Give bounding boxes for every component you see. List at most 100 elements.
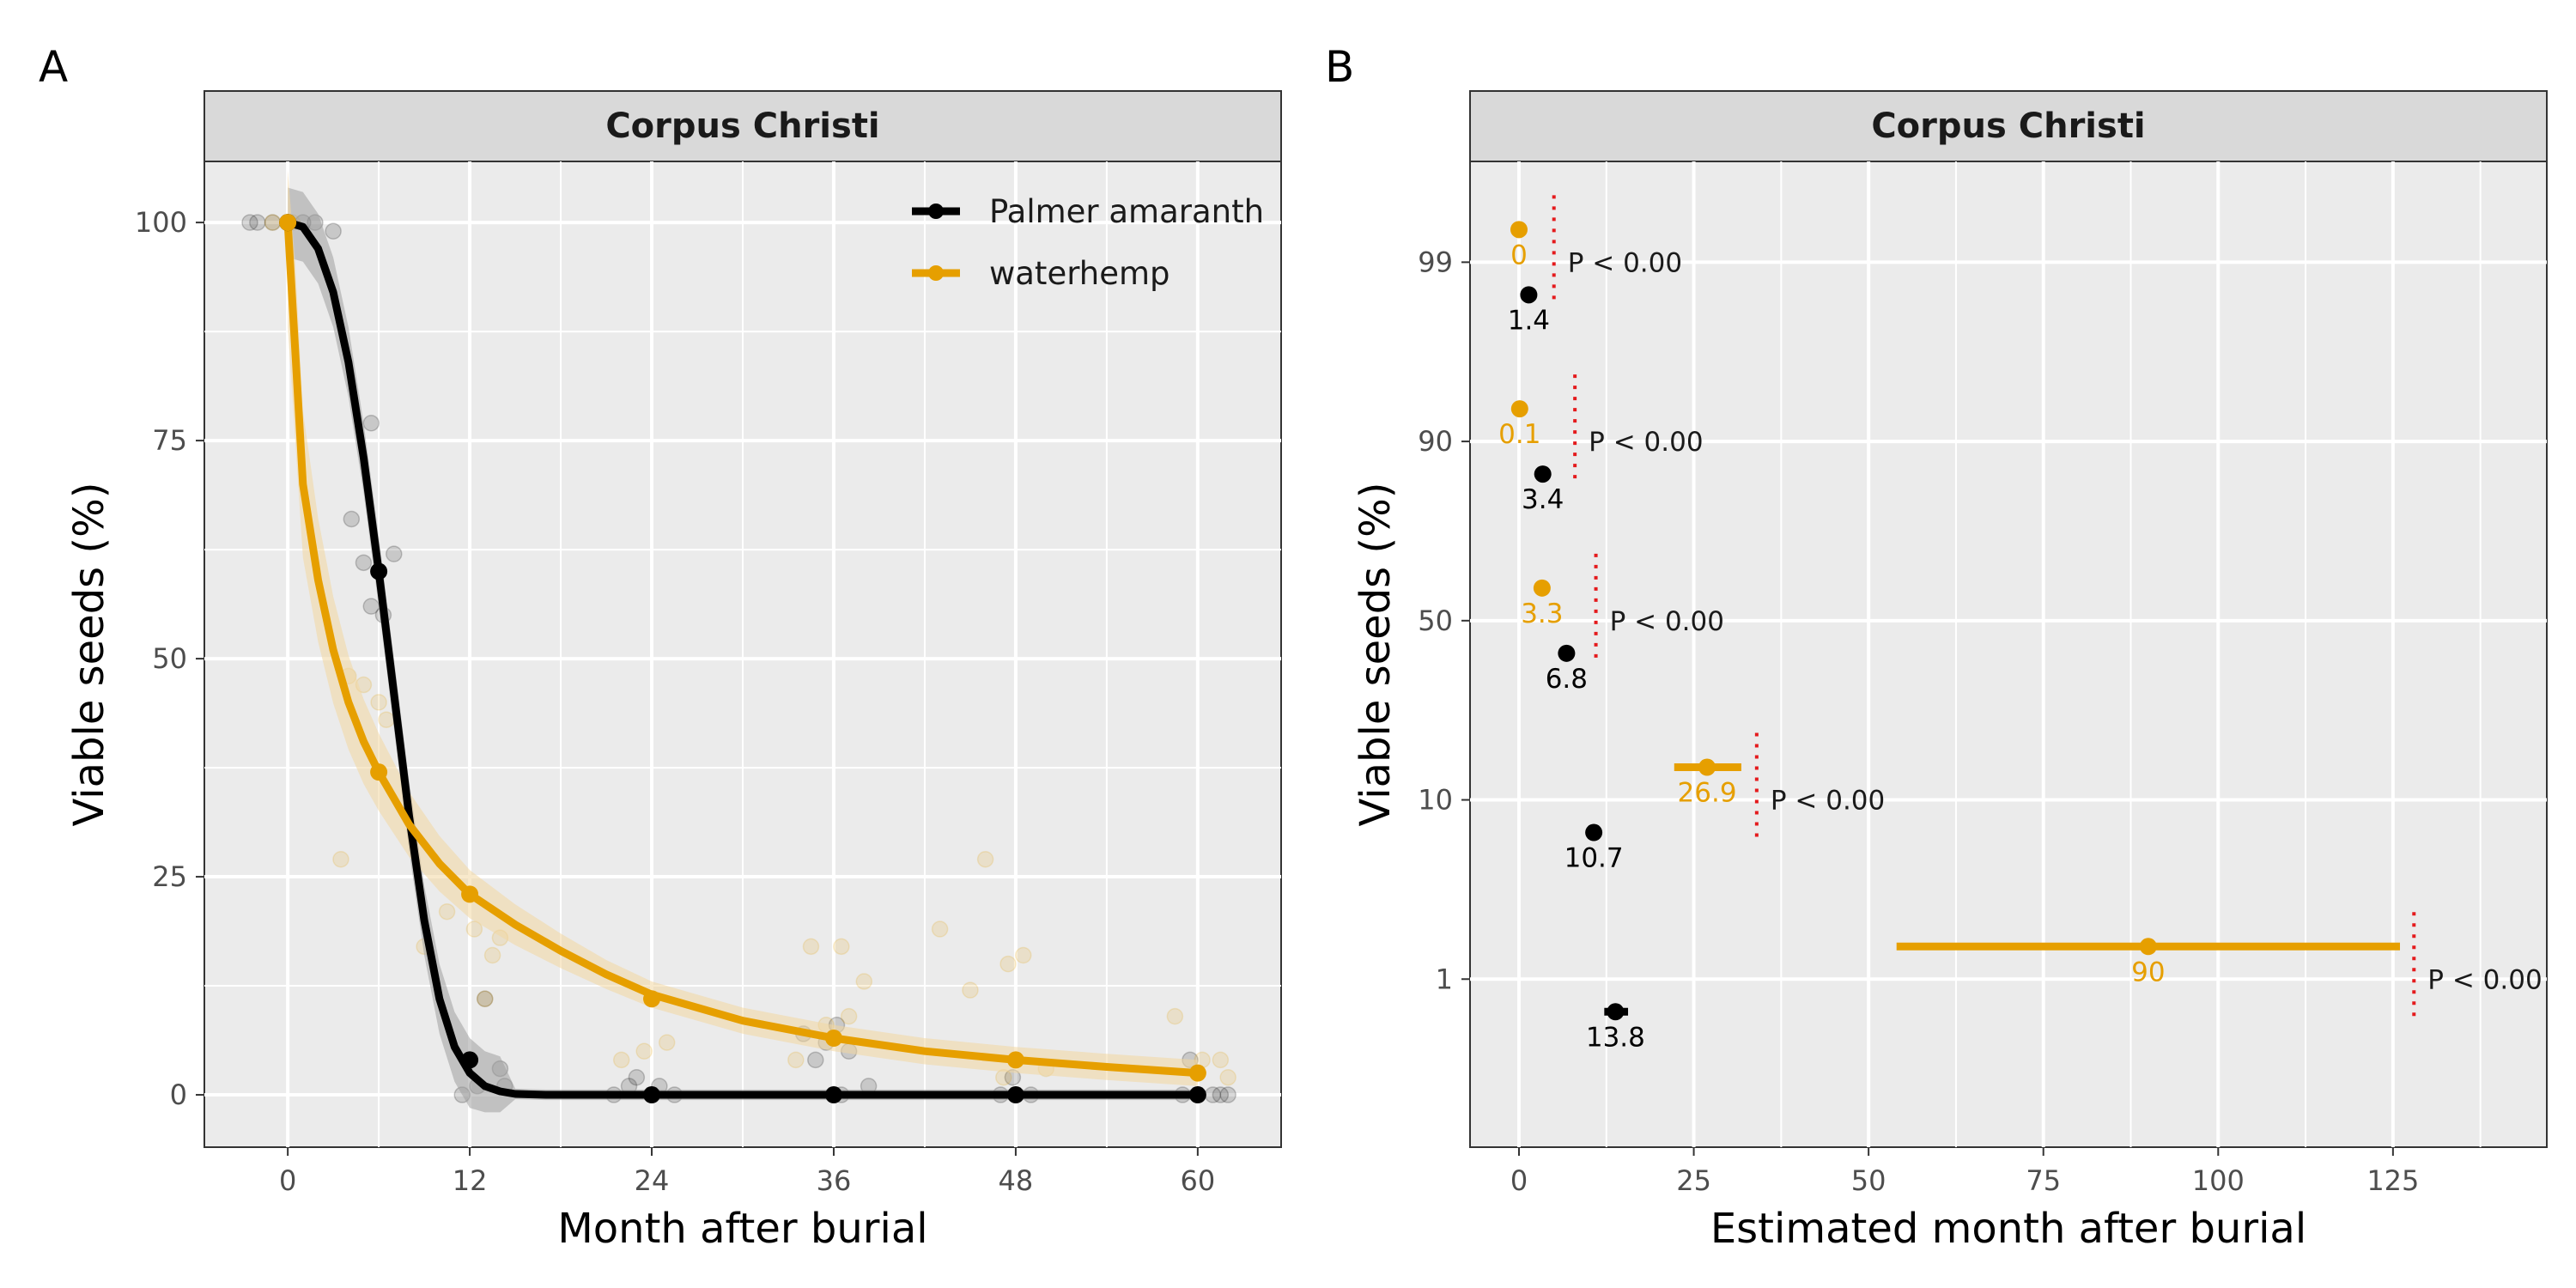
mean-point-waterhemp-3 (643, 990, 661, 1008)
mean-points-a (279, 214, 1206, 1104)
estimate-label-waterhemp-4: 90 (2131, 957, 2165, 987)
estimate-label-waterhemp-0: 0 (1510, 240, 1528, 270)
observation-waterhemp-29 (1166, 1007, 1184, 1025)
observation-waterhemp-16 (787, 1051, 805, 1069)
observation-waterhemp-24 (976, 850, 994, 868)
y-tick-label-b-4: 99 (1418, 246, 1453, 278)
p-value-label-3: P < 0.00 (1771, 786, 1885, 817)
observation-palmer-14 (476, 990, 494, 1008)
observation-waterhemp-14 (635, 1042, 653, 1060)
observation-waterhemp-22 (931, 920, 949, 938)
y-tick-label-b-1: 10 (1418, 784, 1453, 817)
mean-point-palmer-4 (824, 1086, 842, 1104)
p-value-label-0: P < 0.00 (1568, 247, 1682, 278)
observation-waterhemp-8 (438, 902, 456, 920)
observation-palmer-36 (1219, 1086, 1236, 1103)
observation-waterhemp-31 (1212, 1051, 1230, 1069)
x-tick-label-b-4: 100 (2192, 1164, 2245, 1197)
observation-palmer-1 (249, 214, 266, 231)
y-ticks-b: 1 10 50 90 99 (1418, 246, 1470, 995)
x-tick-label-b-1: 25 (1676, 1164, 1711, 1197)
y-ticks-a: 0 25 50 75 100 (135, 206, 204, 1111)
observation-waterhemp-9 (465, 920, 483, 938)
strip-b (1469, 90, 2548, 162)
mean-point-palmer-3 (643, 1086, 661, 1104)
observation-waterhemp-21 (855, 973, 873, 990)
observation-waterhemp-27 (1014, 946, 1032, 964)
estimate-label-palmer-3: 10.7 (1564, 843, 1624, 874)
mean-point-palmer-1 (370, 562, 388, 580)
y-tick-label-a-1: 25 (152, 860, 187, 893)
p-value-label-4: P < 0.00 (2427, 964, 2542, 995)
estimate-label-palmer-2: 6.8 (1546, 664, 1588, 695)
legend: Palmer amaranth waterhemp (912, 193, 1264, 292)
x-tick-label-b-3: 75 (2026, 1164, 2061, 1197)
strip-title-b: Corpus Christi (1871, 106, 2145, 146)
p-value-label-1: P < 0.00 (1589, 427, 1703, 458)
observation-waterhemp-15 (658, 1034, 676, 1051)
panel-tag-b: B (1325, 42, 1354, 92)
legend-dot-waterhemp (928, 265, 944, 281)
mean-point-waterhemp-1 (370, 763, 388, 781)
legend-dot-palmer (928, 204, 944, 219)
x-tick-label-a-4: 48 (999, 1164, 1034, 1197)
observation-waterhemp-25 (999, 955, 1017, 973)
y-tick-label-a-4: 100 (135, 206, 187, 239)
plot-area-b (1469, 161, 2548, 1148)
y-axis-title-b: Viable seeds (%) (1352, 483, 1400, 827)
panel-a: A Corpus Christi Palmer amaranth waterhe… (39, 42, 1282, 1253)
observation-waterhemp-17 (802, 938, 820, 956)
mean-point-palmer-5 (1006, 1086, 1024, 1104)
fitted-curve-palmer (283, 218, 1202, 1099)
observation-waterhemp-6 (378, 711, 395, 728)
mean-point-waterhemp-0 (279, 214, 297, 232)
mean-point-waterhemp-6 (1188, 1064, 1206, 1082)
observation-palmer-19 (628, 1068, 646, 1086)
observation-waterhemp-11 (483, 946, 501, 964)
x-tick-label-a-2: 24 (635, 1164, 670, 1197)
mean-point-waterhemp-2 (461, 885, 479, 903)
observation-waterhemp-10 (476, 990, 494, 1008)
observation-waterhemp-5 (370, 694, 387, 711)
observation-waterhemp-32 (1219, 1068, 1236, 1086)
strip-title-a: Corpus Christi (605, 106, 879, 146)
observation-palmer-23 (807, 1051, 824, 1069)
panel-b: B Corpus Christi 1.4 3.4 6.8 10.7 13.8 0 0.1 3.… (1325, 42, 2548, 1253)
mean-point-waterhemp-5 (1006, 1051, 1024, 1069)
x-tick-label-a-0: 0 (279, 1164, 296, 1197)
y-tick-label-a-3: 75 (152, 424, 187, 457)
panel-tag-a: A (39, 42, 68, 92)
estimate-point-palmer-3 (1585, 823, 1603, 841)
observation-palmer-6 (343, 510, 361, 528)
observation-waterhemp-2 (332, 850, 349, 868)
strip-a (204, 90, 1282, 162)
x-axis-title-a: Month after burial (557, 1205, 927, 1253)
observation-waterhemp-13 (612, 1051, 630, 1069)
observation-palmer-9 (362, 415, 380, 432)
estimate-point-waterhemp-3 (1698, 758, 1716, 776)
observation-waterhemp-23 (962, 981, 979, 999)
y-tick-label-b-3: 90 (1418, 425, 1453, 458)
estimate-label-palmer-1: 3.4 (1522, 484, 1564, 515)
legend-label-waterhemp: waterhemp (989, 255, 1170, 292)
x-tick-label-a-5: 60 (1180, 1164, 1215, 1197)
p-values-b: P < 0.00 P < 0.00 P < 0.00 P < 0.00 P < 0.00 (1552, 195, 2543, 1018)
estimate-point-palmer-0 (1520, 286, 1538, 304)
estimate-point-palmer-4 (1607, 1003, 1625, 1021)
estimates-b: 1.4 3.4 6.8 10.7 13.8 0 0.1 3.3 26.9 90 (1498, 221, 2400, 1053)
observation-waterhemp-0 (264, 214, 282, 231)
x-tick-label-b-2: 50 (1851, 1164, 1886, 1197)
estimate-point-waterhemp-1 (1510, 400, 1528, 418)
observation-waterhemp-19 (833, 938, 850, 956)
observation-palmer-0 (241, 214, 258, 231)
observation-palmer-35 (1212, 1086, 1230, 1103)
observation-palmer-7 (355, 554, 373, 572)
x-tick-label-a-1: 12 (453, 1164, 488, 1197)
mean-point-waterhemp-4 (824, 1030, 842, 1048)
x-tick-label-b-0: 0 (1510, 1164, 1528, 1197)
p-value-label-2: P < 0.00 (1610, 606, 1724, 637)
estimate-point-palmer-2 (1558, 644, 1576, 662)
y-tick-label-b-0: 1 (1436, 963, 1453, 995)
x-tick-label-b-5: 125 (2366, 1164, 2419, 1197)
